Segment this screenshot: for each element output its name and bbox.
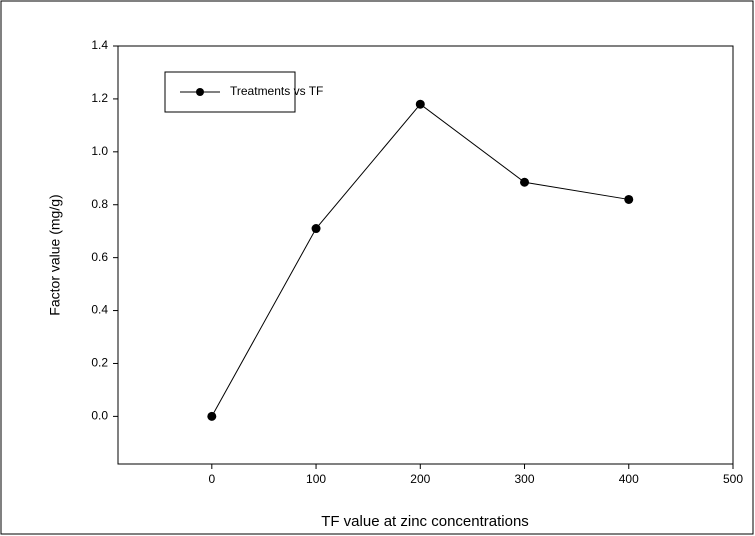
- plot-area: [117, 45, 734, 465]
- y-tick-label: 0.8: [91, 197, 108, 211]
- x-tick-label: 300: [515, 472, 535, 486]
- data-point: [624, 194, 634, 204]
- y-tick-label: 1.2: [91, 91, 108, 105]
- y-tick-label: 1.4: [91, 38, 108, 52]
- data-point: [520, 177, 530, 187]
- data-point: [415, 99, 425, 109]
- x-tick-label: 200: [410, 472, 430, 486]
- x-tick-label: 400: [619, 472, 639, 486]
- x-tick-label: 0: [208, 472, 215, 486]
- data-point: [207, 411, 217, 421]
- y-tick-label: 0.0: [91, 409, 108, 423]
- y-tick-label: 0.2: [91, 356, 108, 370]
- y-tick-label: 0.6: [91, 250, 108, 264]
- y-tick-label: 1.0: [91, 144, 108, 158]
- x-axis-label: TF value at zinc concentrations: [321, 513, 529, 530]
- y-axis-label: Factor value (mg/g): [47, 194, 63, 315]
- data-point: [311, 224, 321, 234]
- legend-label: Treatments vs TF: [230, 84, 323, 98]
- x-tick-label: 100: [306, 472, 326, 486]
- x-tick-label: 500: [723, 472, 743, 486]
- legend-marker: [196, 88, 204, 96]
- y-tick-label: 0.4: [91, 303, 108, 317]
